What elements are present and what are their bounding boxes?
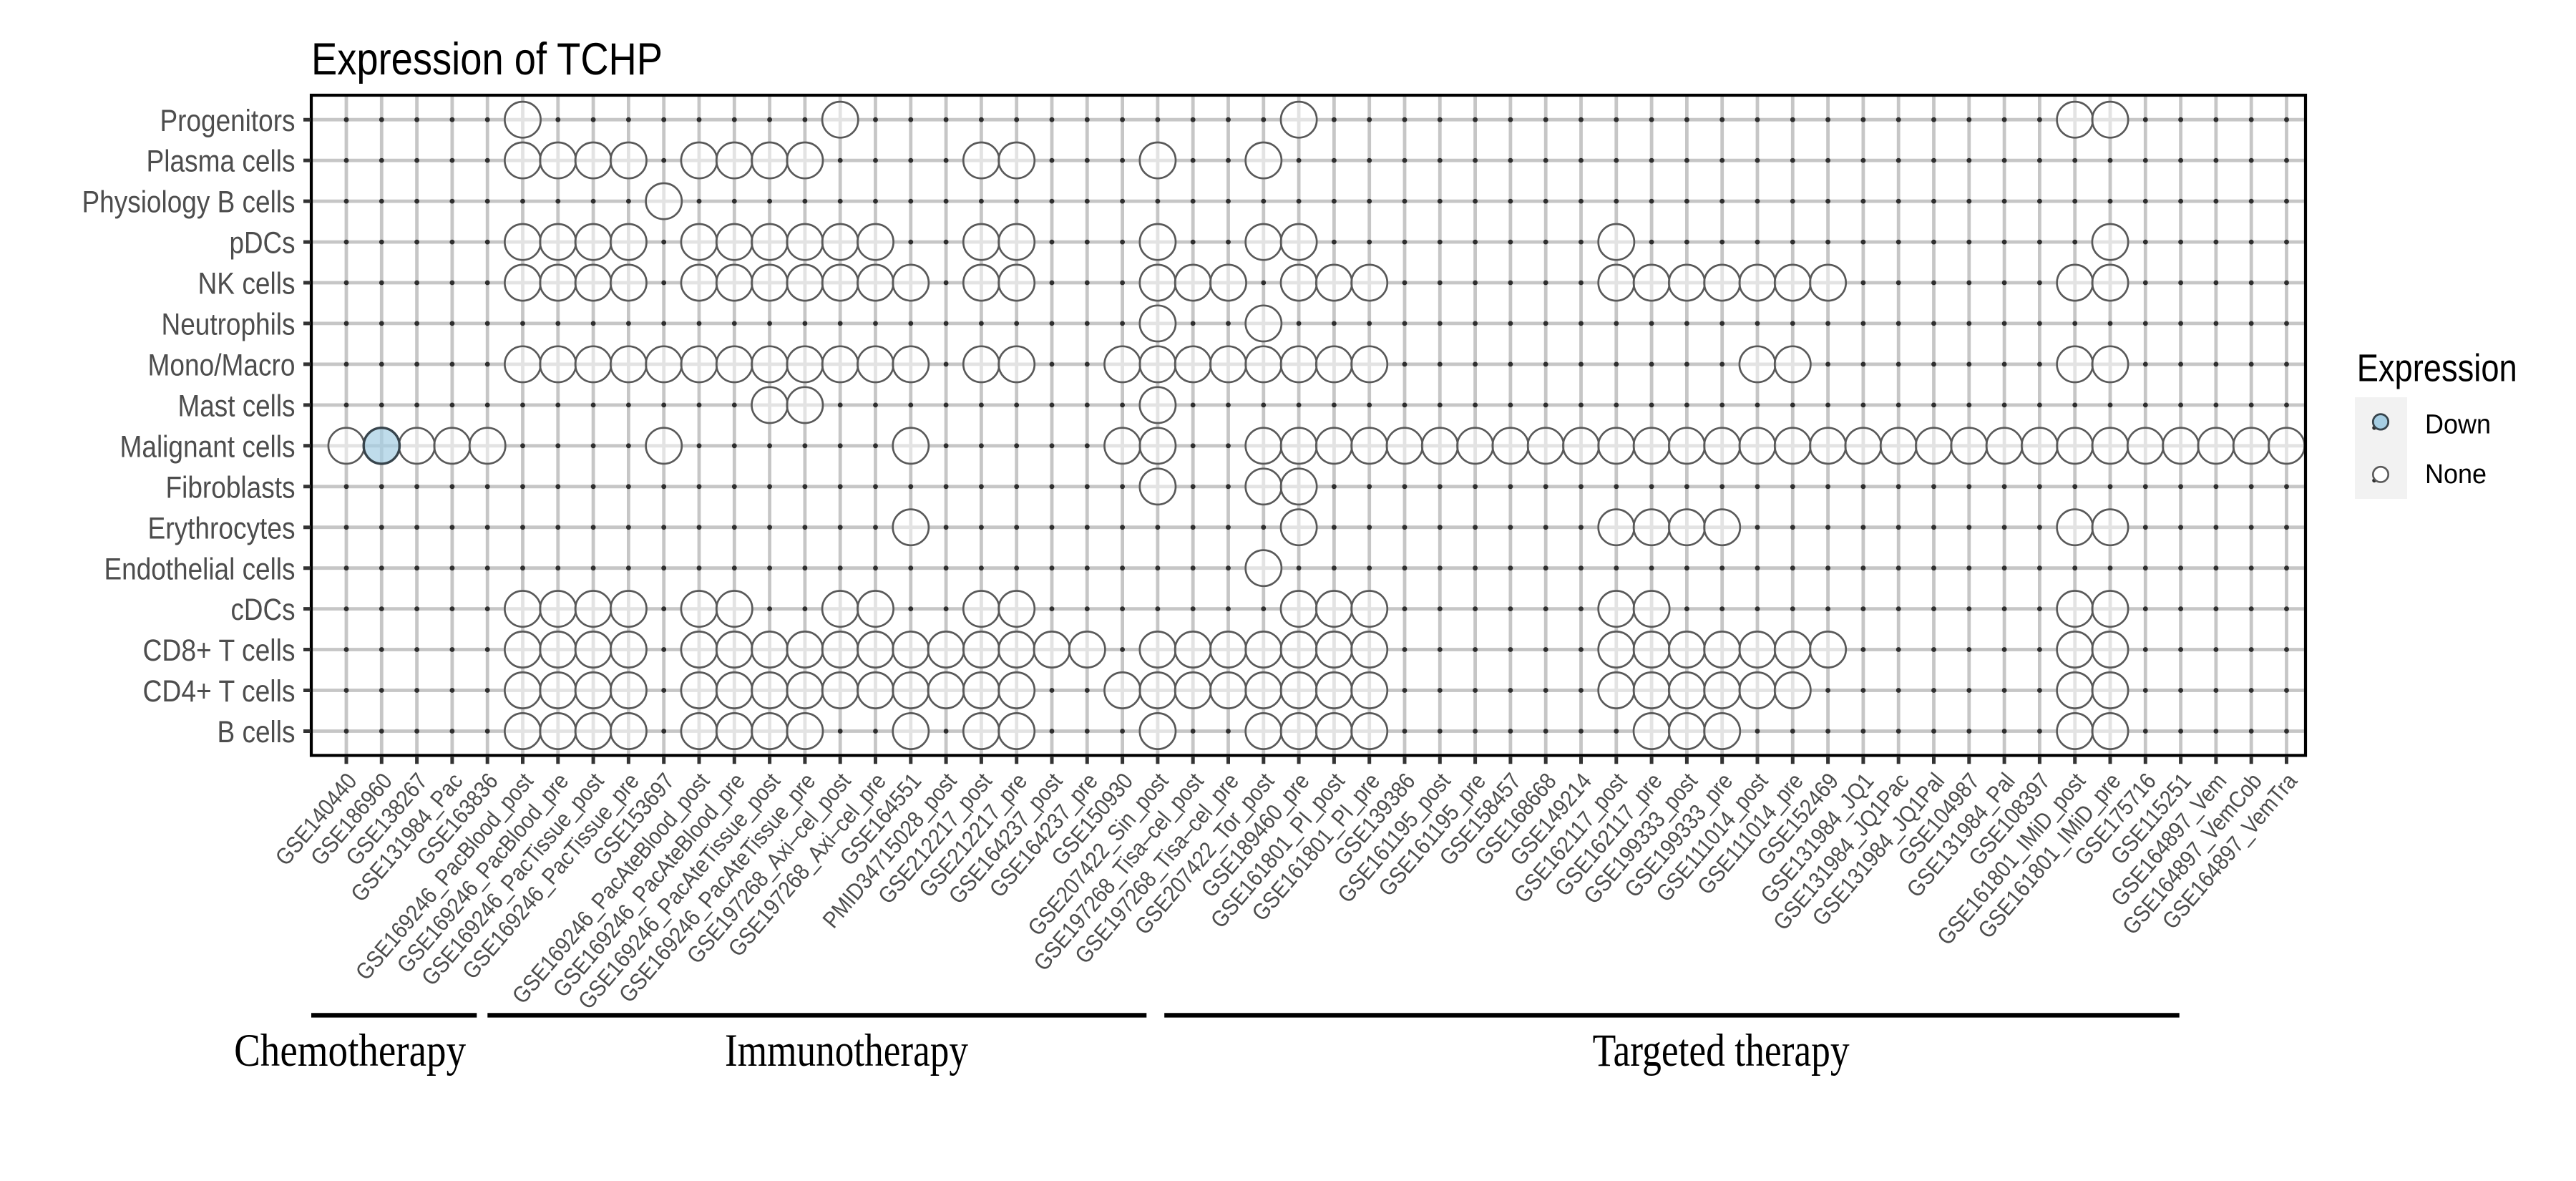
svg-text:None: None bbox=[2425, 460, 2487, 490]
svg-text:Plasma cells: Plasma cells bbox=[147, 145, 296, 179]
svg-text:Fibroblasts: Fibroblasts bbox=[166, 470, 296, 505]
svg-text:Mast cells: Mast cells bbox=[178, 389, 296, 424]
svg-text:B cells: B cells bbox=[218, 715, 296, 749]
svg-text:Erythrocytes: Erythrocytes bbox=[148, 511, 296, 545]
svg-text:Mono/Macro: Mono/Macro bbox=[148, 349, 296, 383]
svg-text:Malignant cells: Malignant cells bbox=[120, 429, 296, 464]
svg-text:Progenitors: Progenitors bbox=[160, 104, 296, 138]
svg-text:Endothelial cells: Endothelial cells bbox=[104, 552, 296, 586]
svg-text:Expression of TCHP: Expression of TCHP bbox=[311, 34, 663, 84]
svg-text:CD4+ T cells: CD4+ T cells bbox=[143, 674, 296, 709]
svg-text:cDCs: cDCs bbox=[231, 593, 296, 627]
svg-text:NK cells: NK cells bbox=[198, 267, 296, 301]
svg-text:Expression: Expression bbox=[2357, 347, 2517, 390]
svg-text:pDCs: pDCs bbox=[230, 226, 296, 261]
svg-text:Targeted therapy: Targeted therapy bbox=[1593, 1025, 1850, 1076]
svg-text:Chemotherapy: Chemotherapy bbox=[234, 1025, 466, 1076]
svg-text:Immunotherapy: Immunotherapy bbox=[725, 1025, 968, 1076]
svg-text:Neutrophils: Neutrophils bbox=[162, 308, 296, 342]
svg-text:Down: Down bbox=[2425, 410, 2491, 440]
svg-text:CD8+ T cells: CD8+ T cells bbox=[143, 633, 296, 668]
svg-text:Physiology B cells: Physiology B cells bbox=[82, 185, 296, 220]
